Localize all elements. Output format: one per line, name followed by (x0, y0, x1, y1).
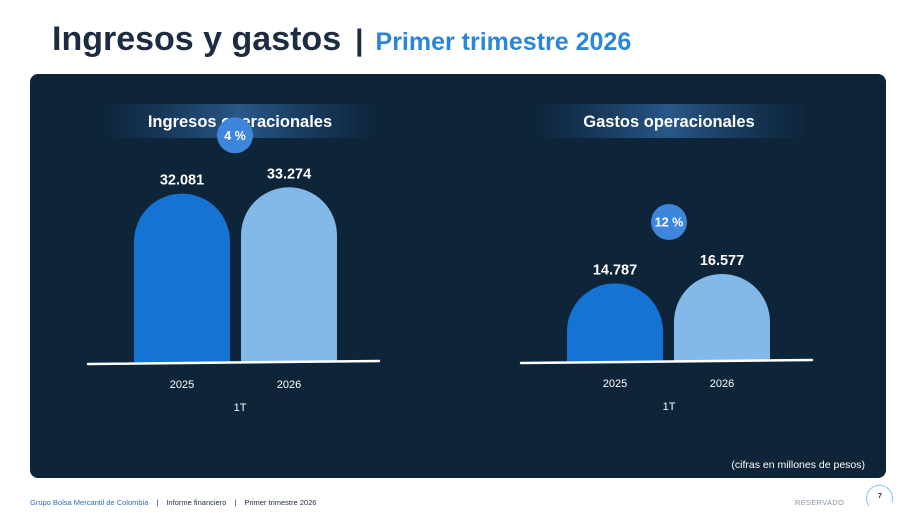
charts-svg: Ingresos operacionales32.081202533.27420… (86, 104, 865, 471)
footer-classification: RESERVADO (795, 498, 845, 507)
chart-2: Gastos operacionales 14.787 2025 16.577 2026… (519, 104, 814, 413)
change-badge-label: 4 % (224, 129, 246, 143)
bar-2025 (567, 283, 663, 361)
group-label: 1T (663, 401, 676, 413)
category-label-2025: 2025 (603, 378, 627, 390)
chart-title: Gastos operacionales (583, 113, 755, 131)
page-number-arc (865, 484, 894, 507)
title-subtitle: Primer trimestre 2026 (375, 28, 632, 56)
category-label-2025: 2025 (170, 379, 194, 391)
category-label-2026: 2026 (710, 378, 734, 390)
value-label-2026: 16.577 (700, 253, 744, 269)
footer-separator-2: | (234, 498, 237, 507)
category-label-2026: 2026 (277, 379, 301, 391)
chart-header-band (530, 104, 808, 138)
title-separator: | (355, 24, 364, 57)
page-number-badge: 7 (865, 484, 894, 507)
group-label: 1T (234, 402, 247, 414)
change-badge (651, 203, 687, 240)
value-label-2025: 14.787 (593, 262, 637, 278)
footer-left: Grupo Bolsa Mercantil de Colombia | Inform… (30, 498, 316, 507)
page-title: Ingresos y gastos | Primer trimestre 202… (52, 20, 631, 64)
bar-2026 (241, 187, 337, 362)
bar-2026 (674, 273, 770, 361)
title-main: Ingresos y gastos (52, 20, 342, 58)
footer-report: Informe financiero (166, 498, 227, 507)
footer-separator-1: | (156, 498, 159, 507)
footer-company: Grupo Bolsa Mercantil de Colombia (30, 498, 149, 507)
chart-1: Ingresos operacionales32.081202533.27420… (86, 104, 381, 414)
value-label-2026: 33.274 (267, 166, 311, 182)
bar-2025 (134, 193, 230, 362)
footer-period: Primer trimestre 2026 (244, 498, 317, 507)
baseline (519, 358, 814, 365)
change-badge (217, 117, 253, 154)
page-number: 7 (878, 493, 882, 500)
change-badge-label: 12 % (655, 215, 684, 229)
units-note: (cifras en millones de pesos) (731, 459, 865, 471)
charts-panel: Ingresos operacionales 32.081 2025 33.274 20… (30, 74, 886, 478)
baseline (86, 359, 381, 366)
value-label-2025: 32.081 (160, 173, 204, 189)
